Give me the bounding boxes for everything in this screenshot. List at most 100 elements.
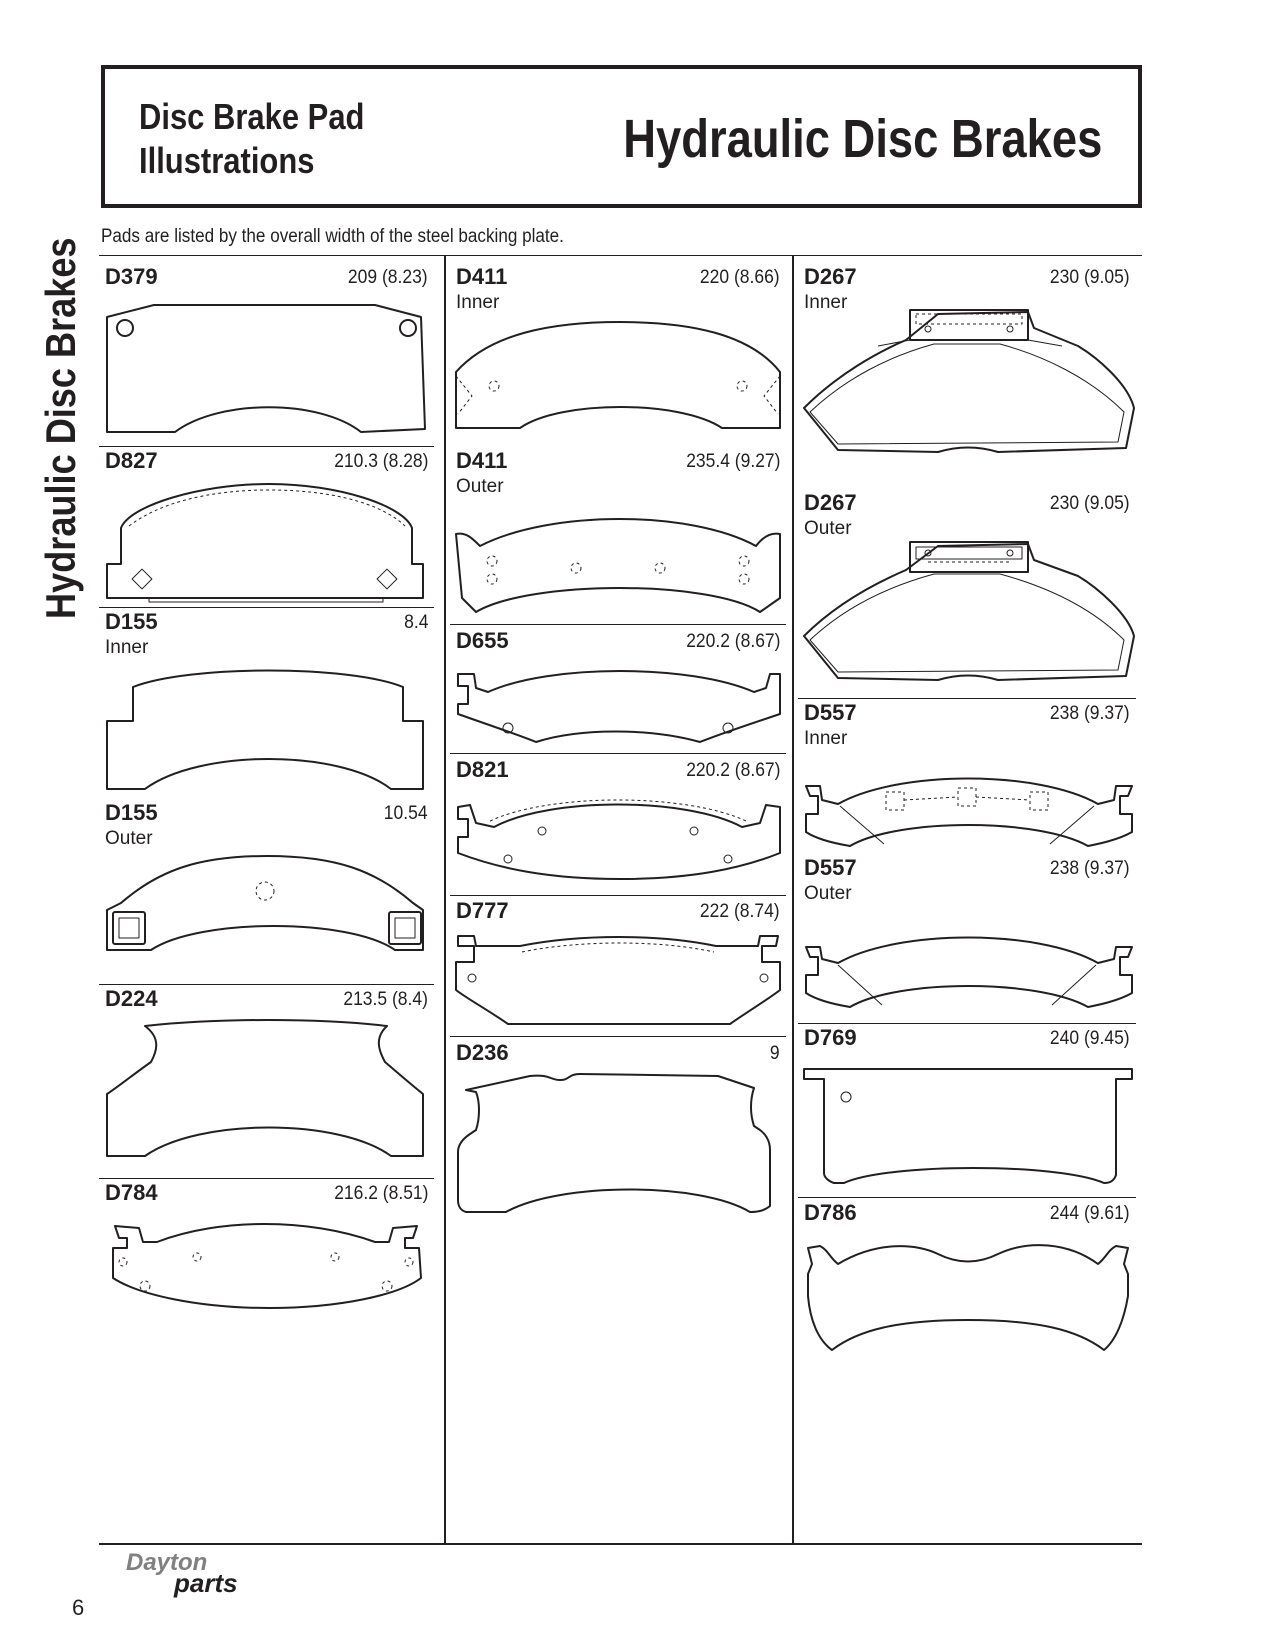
pad-illustration [805,936,1133,1008]
page-number: 6 [72,1595,85,1620]
pad-illustration [457,799,781,880]
page-title: Hydraulic Disc Brakes [622,109,1102,169]
pad-entry: D827 210.3 (8.28) [99,448,434,606]
pad-variant: Outer [105,828,153,849]
pad-entry: D786 244 (9.61) [798,1200,1136,1360]
pad-size: 8.4 [403,612,428,633]
pad-code: D655 [456,628,509,653]
pad-size: 220.2 (8.67) [685,631,780,652]
pad-entry: D267 230 (9.05) Inner [798,264,1136,489]
pad-code: D557 [804,700,857,725]
pad-code: D155 [105,609,158,634]
separator [99,607,434,608]
side-title: Hydraulic Disc Brakes [37,237,84,619]
pad-code: D155 [105,800,158,825]
intro-text: Pads are listed by the overall width of … [101,226,564,247]
separator [450,895,786,896]
separator [99,984,434,985]
pad-code: D236 [456,1040,509,1065]
pad-size: 210.3 (8.28) [333,451,428,472]
pad-code: D379 [105,264,158,289]
pad-size: 222 (8.74) [700,901,780,922]
logo-text-top: Dayton [126,1549,208,1576]
separator [798,698,1136,699]
pad-illustration [455,518,781,613]
pad-code: D821 [456,757,509,782]
pad-size: 238 (9.37) [1050,858,1130,879]
pad-size: 235.4 (9.27) [685,451,780,472]
column-divider-2 [792,256,794,1544]
bottom-rule [99,1543,1142,1545]
pad-illustration [106,483,424,603]
header-box: Disc Brake Pad Illustrations Hydraulic D… [101,65,1142,208]
pad-code: D786 [804,1200,857,1225]
pad-illustration [457,1073,771,1213]
separator [450,753,786,754]
pad-variant: Inner [804,728,848,749]
pad-entry: D821 220.2 (8.67) [450,757,786,892]
pad-size: 9 [770,1043,780,1064]
pad-size: 240 (9.45) [1050,1028,1130,1049]
pad-size: 230 (9.05) [1050,267,1130,288]
pad-code: D827 [105,448,158,473]
pad-entry: D224 213.5 (8.4) [99,986,434,1176]
pad-size: 216.2 (8.51) [333,1183,428,1204]
pad-entry: D411 220 (8.66) Inner [450,264,786,444]
pad-entry: D557 238 (9.37) Inner [798,700,1136,850]
pad-entry: D655 220.2 (8.67) [450,628,786,750]
pad-size: 209 (8.23) [348,267,428,288]
pad-entry: D267 230 (9.05) Outer [798,490,1136,696]
separator [450,624,786,625]
pad-illustration [807,1244,1129,1351]
separator [798,1023,1136,1024]
pad-variant: Inner [804,292,848,313]
pad-variant: Outer [804,518,852,539]
pad-size: 238 (9.37) [1050,703,1130,724]
pad-size: 220.2 (8.67) [685,760,780,781]
pad-variant: Outer [456,476,504,497]
pad-code: D267 [804,264,857,289]
pad-variant: Inner [105,637,149,658]
pad-variant: Outer [804,883,852,904]
pad-size: 10.54 [384,803,428,824]
pad-code: D769 [804,1025,857,1050]
pad-size: 244 (9.61) [1050,1203,1130,1224]
logo-text-bottom: parts [174,1568,238,1598]
pad-code: D557 [804,855,857,880]
pad-entry: D155 8.4 Inner [99,609,434,799]
separator [798,1197,1136,1198]
pad-illustration [455,321,781,429]
column-divider-1 [444,256,446,1544]
pad-entry: D777 222 (8.74) [450,898,786,1033]
pad-size: 230 (9.05) [1050,493,1130,514]
pad-illustration [106,304,426,433]
pad-entry: D155 10.54 Outer [99,800,434,982]
pad-illustration [112,1223,422,1309]
pad-code: D224 [105,986,158,1011]
pad-code: D784 [105,1180,158,1205]
pad-code: D411 [456,264,508,289]
section-subtitle: Disc Brake Pad Illustrations [139,96,365,181]
pad-size: 213.5 (8.4) [343,989,428,1010]
pad-illustration [106,855,424,951]
pad-illustration [106,1019,424,1157]
pad-variant: Inner [456,292,500,313]
separator [450,1036,786,1037]
pad-entry: D379 209 (8.23) [99,264,434,444]
separator [99,1178,434,1179]
top-rule [99,255,1142,256]
pad-illustration [805,777,1133,847]
pad-entry: D411 235.4 (9.27) Outer [450,448,786,623]
pad-entry: D784 216.2 (8.51) [99,1180,434,1345]
dayton-parts-logo: Dayton parts [126,1549,256,1602]
separator [99,446,434,447]
pad-code: D411 [456,448,508,473]
pad-size: 220 (8.66) [700,267,780,288]
pad-illustration [803,309,1135,453]
pad-entry: D557 238 (9.37) Outer [798,855,1136,1020]
pad-illustration [457,670,781,743]
pad-entry: D236 9 [450,1040,786,1220]
pad-code: D267 [804,490,857,515]
pad-illustration [455,935,781,1025]
pad-entry: D769 240 (9.45) [798,1025,1136,1195]
